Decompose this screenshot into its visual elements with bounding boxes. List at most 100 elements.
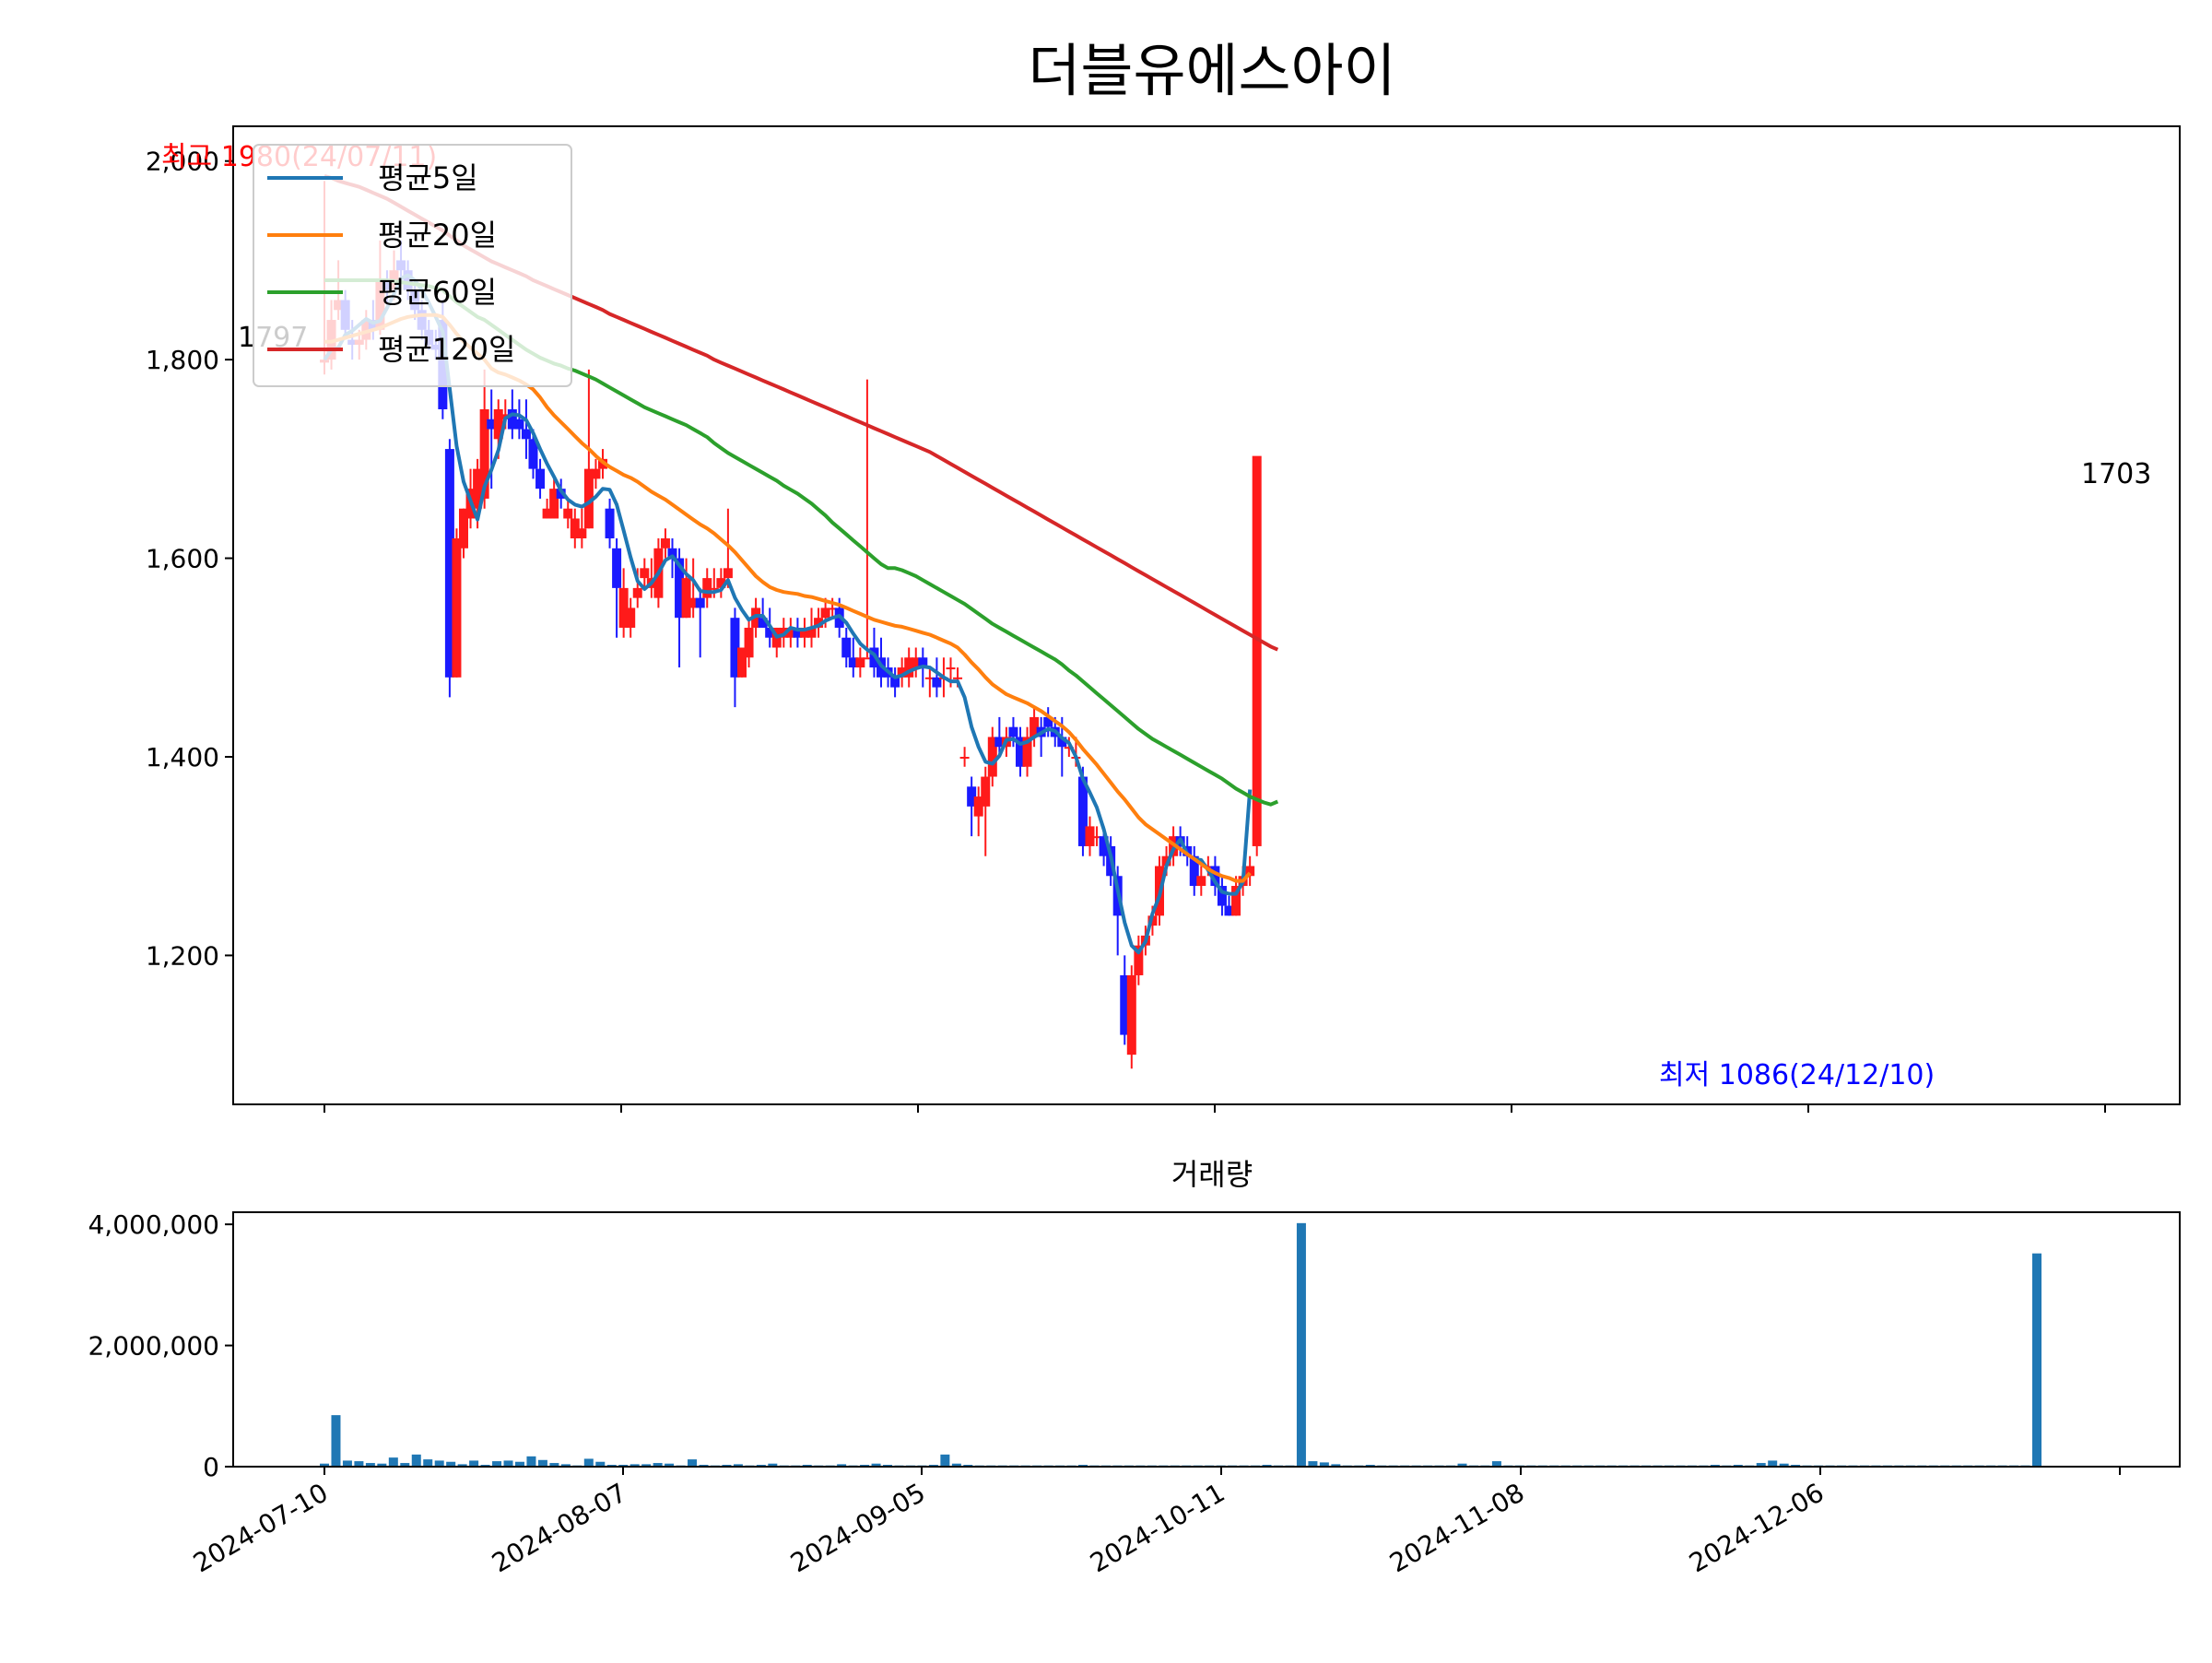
volume-bar — [768, 1463, 778, 1467]
legend-label: 평균60일 — [378, 275, 497, 310]
volume-bar — [940, 1454, 950, 1467]
volume-bar — [388, 1457, 398, 1467]
candle-body — [570, 518, 580, 539]
candle-body — [542, 508, 552, 519]
candle-body — [862, 657, 872, 660]
candle-body — [799, 627, 809, 638]
candle-body — [507, 408, 517, 430]
volume-bar — [503, 1460, 513, 1467]
candle-body — [709, 587, 719, 590]
volume-bar — [837, 1464, 847, 1467]
candle-body — [479, 408, 489, 499]
candle-body — [681, 578, 691, 619]
candle-body — [855, 657, 865, 668]
candle-body — [716, 578, 726, 588]
candle-body — [521, 429, 531, 440]
candle-body — [632, 587, 642, 598]
candle-body — [702, 578, 712, 598]
volume-bar — [733, 1464, 743, 1467]
candle-body — [618, 587, 629, 628]
volume-bar — [320, 1463, 329, 1467]
volume-bar — [526, 1456, 536, 1467]
candle-body — [1245, 866, 1255, 877]
volume-bar — [871, 1463, 881, 1467]
candle-body — [1022, 737, 1032, 767]
candle-body — [1077, 776, 1088, 846]
candle-body — [487, 419, 497, 430]
volume-bar — [342, 1460, 352, 1467]
price-y-tick-label: 2,000 — [146, 147, 219, 177]
volume-bar — [560, 1464, 571, 1467]
volume-y-axis: 0 2,000,000 4,000,000 — [88, 1209, 233, 1482]
volume-y-tick-label: 4,000,000 — [88, 1209, 219, 1240]
volume-bar — [492, 1461, 502, 1467]
volume-bar — [1491, 1461, 1501, 1467]
candle-body — [744, 627, 754, 658]
candle-body — [1064, 747, 1074, 749]
candle-body — [723, 568, 733, 579]
candle-body — [473, 468, 483, 509]
volume-bar — [423, 1459, 433, 1467]
candle-body — [841, 637, 852, 658]
candle-body — [1210, 866, 1220, 887]
candle-body — [1057, 737, 1067, 748]
candle-body — [1161, 855, 1171, 867]
legend-label: 평균20일 — [378, 218, 497, 253]
candle-body — [452, 538, 462, 678]
candle-body — [967, 786, 977, 807]
candle-body — [563, 508, 573, 519]
volume-y-tick-label: 0 — [203, 1452, 219, 1482]
volume-bar — [653, 1463, 663, 1467]
candle-body — [758, 618, 768, 628]
candle-body — [1126, 974, 1136, 1056]
volume-bar — [469, 1460, 479, 1467]
price-y-tick-label: 1,800 — [146, 345, 219, 375]
candle-body — [695, 597, 705, 608]
candle-body — [1085, 826, 1095, 846]
candle-body — [911, 657, 921, 668]
candle-body — [688, 597, 699, 608]
price-plot-frame — [232, 125, 2181, 1105]
legend-box — [253, 144, 572, 387]
volume-bar — [1779, 1463, 1789, 1467]
candle-body — [660, 538, 670, 548]
volume-bar — [1308, 1461, 1318, 1467]
price-y-axis: 1,200 1,400 1,600 1,800 2,000 — [146, 147, 233, 971]
volume-bar — [400, 1463, 410, 1467]
candle-body — [918, 657, 928, 668]
volume-bar — [354, 1461, 364, 1467]
candle-body — [556, 489, 566, 499]
candle-body — [1092, 836, 1102, 839]
candle-body — [924, 677, 935, 679]
candle-body — [806, 627, 817, 638]
candle-body — [1120, 974, 1130, 1035]
volume-bar — [1319, 1462, 1329, 1467]
candle-body — [1016, 737, 1025, 767]
volume-bar — [365, 1463, 375, 1467]
volume-bar — [583, 1458, 594, 1467]
candle-body — [959, 756, 970, 759]
volume-bar — [331, 1415, 341, 1467]
volume-bar — [595, 1461, 606, 1467]
volume-chart-title: 거래량 — [1171, 1157, 1253, 1192]
low-annotation: 최저 1086(24/12/10) — [1659, 1059, 1935, 1091]
candle-body — [793, 627, 803, 638]
legend-label: 평균120일 — [378, 332, 515, 367]
candle-body — [1252, 455, 1262, 846]
candle-body — [640, 568, 650, 579]
candle-body — [535, 468, 546, 489]
volume-bar — [1768, 1460, 1778, 1467]
candle-body — [591, 468, 601, 479]
price-x-ticks — [324, 1104, 2106, 1113]
volume-bar — [641, 1464, 652, 1467]
candle-body — [973, 796, 983, 817]
volume-bar — [2032, 1253, 2041, 1467]
price-y-tick-label: 1,600 — [146, 544, 219, 574]
candle-body — [459, 508, 468, 548]
candle-body — [514, 419, 524, 430]
candle-body — [493, 408, 503, 440]
candle-body — [828, 607, 838, 610]
price-y-tick-label: 1,400 — [146, 742, 219, 773]
